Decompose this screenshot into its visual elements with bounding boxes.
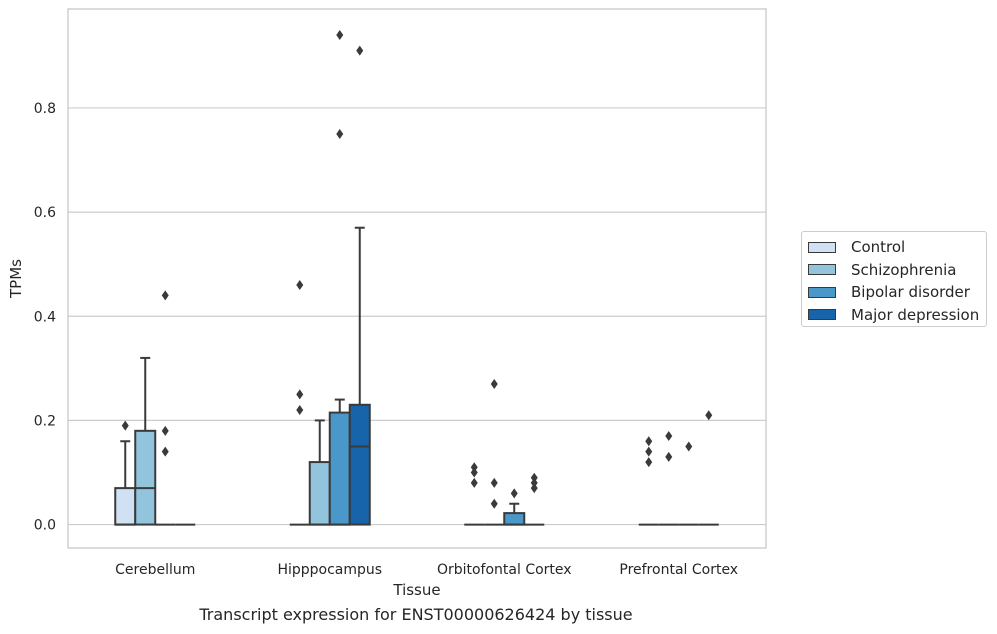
outlier-point: [665, 451, 673, 462]
legend-label-major-depression: Major depression: [851, 305, 980, 324]
legend-item-schizophrenia: Schizophrenia: [808, 259, 986, 282]
y-axis-title: TPMs: [7, 259, 25, 299]
box-group: [134, 356, 157, 526]
y-tick-label: 0.8: [34, 101, 56, 117]
outlier-point: [121, 420, 129, 431]
box: [114, 487, 137, 526]
box-group: [464, 462, 485, 526]
box-group: [328, 30, 351, 526]
outlier-point: [296, 389, 304, 400]
outlier-point: [161, 290, 169, 301]
box-group: [658, 431, 679, 526]
outlier-point: [336, 128, 344, 139]
outlier-point: [705, 410, 713, 421]
x-tick-label: Orbitofontal Cortex: [437, 562, 572, 578]
legend-item-major-depression: Major depression: [808, 304, 986, 327]
box-group: [114, 420, 137, 526]
outlier-point: [296, 280, 304, 291]
outlier-point: [470, 477, 478, 488]
legend-label-control: Control: [851, 238, 906, 257]
y-tick-label: 0.6: [34, 205, 56, 221]
box-group: [503, 488, 526, 526]
x-tick-labels: Cerebellum Hipppocampus Orbitofontal Corte…: [115, 562, 738, 578]
x-tick-label: Prefrontal Cortex: [619, 562, 738, 578]
chart-caption: Transcript expression for ENST0000062642…: [199, 605, 633, 624]
box: [134, 429, 157, 526]
x-tick-label: Cerebellum: [115, 562, 195, 578]
boxes: [114, 30, 719, 526]
y-tick-labels: 0.0 0.2 0.4 0.6 0.8: [34, 101, 56, 534]
y-tick-label: 0.2: [34, 413, 56, 429]
outlier-point: [490, 477, 498, 488]
legend-swatch-bipolar-disorder: [808, 286, 836, 298]
outlier-point: [530, 472, 538, 483]
legend-label-bipolar-disorder: Bipolar disorder: [851, 283, 970, 302]
box: [503, 512, 526, 526]
outlier-point: [490, 498, 498, 509]
legend-label-schizophrenia: Schizophrenia: [851, 260, 957, 279]
box-group: [308, 419, 331, 526]
box-group: [289, 280, 310, 526]
legend: Control Schizophrenia Bipolar disorder M…: [801, 231, 987, 327]
outlier-point: [161, 446, 169, 457]
box-group: [638, 436, 659, 526]
box-group: [698, 410, 719, 526]
outlier-point: [161, 425, 169, 436]
outlier-point: [685, 441, 693, 452]
box-group: [155, 290, 176, 526]
outlier-point: [296, 404, 304, 415]
box: [328, 411, 351, 526]
outlier-point: [645, 457, 653, 468]
grid-lines: [68, 107, 766, 526]
legend-swatch-control: [808, 241, 836, 253]
outlier-point: [470, 462, 478, 473]
legend-swatch-major-depression: [808, 309, 836, 321]
x-tick-label: Hipppocampus: [277, 562, 382, 578]
outlier-point: [530, 483, 538, 494]
box-group: [524, 472, 545, 526]
outlier-point: [356, 45, 364, 56]
plot-frame: [67, 8, 767, 549]
y-tick-label: 0.0: [34, 518, 56, 534]
box-group: [348, 45, 371, 526]
outlier-point: [510, 488, 518, 499]
box: [348, 403, 371, 526]
outlier-point: [470, 467, 478, 478]
box-group: [484, 378, 505, 526]
outlier-point: [490, 378, 498, 389]
legend-item-bipolar-disorder: Bipolar disorder: [808, 281, 986, 304]
x-axis-title: Tissue: [392, 581, 440, 599]
legend-swatch-schizophrenia: [808, 264, 836, 276]
y-tick-label: 0.4: [34, 309, 56, 325]
outlier-point: [336, 30, 344, 41]
outlier-point: [645, 436, 653, 447]
box: [308, 461, 331, 526]
box-group: [678, 441, 699, 526]
legend-item-control: Control: [808, 236, 986, 259]
outlier-point: [645, 446, 653, 457]
outlier-point: [530, 477, 538, 488]
outlier-point: [665, 431, 673, 442]
